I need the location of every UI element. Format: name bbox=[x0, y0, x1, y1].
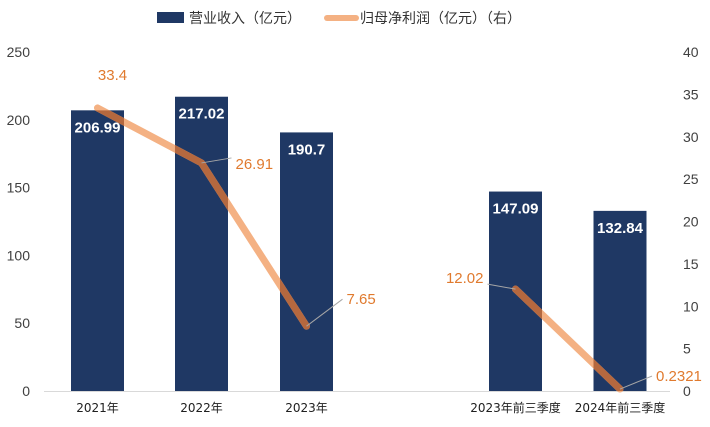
x-tick-0: 2021年 bbox=[76, 401, 119, 415]
line-value-label-5: 0.2321 bbox=[656, 368, 702, 385]
line-label-leader-2 bbox=[306, 298, 343, 327]
line-value-label-2: 7.65 bbox=[347, 291, 376, 308]
y-right-tick-3: 15 bbox=[683, 256, 699, 272]
line-label-leader-5 bbox=[619, 375, 653, 390]
y-left-tick-0: 0 bbox=[22, 383, 30, 399]
y-right-tick-1: 5 bbox=[683, 341, 691, 357]
line-label-leader-1 bbox=[201, 157, 232, 164]
bar-0 bbox=[71, 110, 124, 391]
legend-label-revenue: 营业收入（亿元） bbox=[189, 11, 301, 27]
data-labels: 206.99 217.02 190.7 147.09 132.84 33.4 26.91 7.… bbox=[75, 67, 702, 390]
bar-2 bbox=[280, 132, 333, 391]
y-left-tick-5: 250 bbox=[7, 44, 31, 60]
y-left-tick-2: 100 bbox=[7, 247, 31, 263]
x-tick-4: 2023年前三季度 bbox=[470, 400, 561, 415]
bar-value-label-4: 147.09 bbox=[493, 201, 539, 218]
line-label-leader-4 bbox=[487, 283, 516, 290]
bar-value-label-0: 206.99 bbox=[75, 119, 121, 136]
y-left-tick-4: 200 bbox=[7, 112, 31, 128]
y-right-tick-8: 40 bbox=[683, 44, 699, 60]
y-right-tick-6: 30 bbox=[683, 129, 699, 145]
y-left-tick-3: 150 bbox=[7, 180, 31, 196]
legend-label-profit: 归母净利润（亿元）（右） bbox=[360, 10, 521, 27]
legend-swatch-revenue bbox=[157, 12, 184, 23]
x-axis-ticks: 2021年 2022年 2023年 2023年前三季度 2024年前三季度 bbox=[76, 400, 665, 415]
y-right-tick-7: 35 bbox=[683, 86, 699, 102]
line-value-label-1: 26.91 bbox=[236, 156, 274, 173]
y-right-tick-0: 0 bbox=[683, 383, 691, 399]
legend: 营业收入（亿元） 归母净利润（亿元）（右） bbox=[157, 10, 521, 27]
y-right-tick-4: 20 bbox=[683, 214, 699, 230]
line-value-label-0: 33.4 bbox=[98, 67, 127, 84]
x-tick-2: 2023年 bbox=[285, 401, 328, 415]
y-axis-right: 0 5 10 15 20 25 30 35 40 bbox=[683, 44, 699, 399]
x-tick-1: 2022年 bbox=[180, 401, 223, 415]
line-value-label-4: 12.02 bbox=[446, 270, 484, 287]
bar-value-label-1: 217.02 bbox=[179, 106, 225, 123]
bar-value-label-5: 132.84 bbox=[597, 220, 644, 237]
bar-5 bbox=[593, 210, 647, 391]
bar-value-label-2: 190.7 bbox=[288, 141, 326, 158]
line-series bbox=[94, 104, 624, 393]
x-tick-5: 2024年前三季度 bbox=[575, 400, 666, 415]
y-right-tick-2: 10 bbox=[683, 298, 699, 314]
bar-1 bbox=[175, 96, 228, 391]
y-left-tick-1: 50 bbox=[14, 315, 30, 331]
y-axis-left: 0 50 100 150 200 250 bbox=[7, 44, 31, 399]
y-right-tick-5: 25 bbox=[683, 171, 699, 187]
